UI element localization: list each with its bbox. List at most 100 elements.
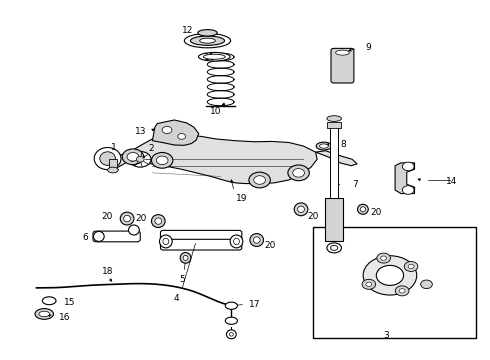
Ellipse shape bbox=[316, 142, 332, 150]
Circle shape bbox=[293, 168, 304, 177]
Ellipse shape bbox=[155, 218, 162, 224]
Text: 9: 9 bbox=[366, 43, 371, 52]
FancyBboxPatch shape bbox=[331, 48, 354, 83]
Ellipse shape bbox=[120, 212, 134, 225]
Circle shape bbox=[136, 157, 144, 162]
Ellipse shape bbox=[294, 203, 308, 216]
Text: 4: 4 bbox=[174, 294, 180, 303]
Circle shape bbox=[162, 126, 172, 134]
Text: 13: 13 bbox=[135, 127, 147, 136]
Circle shape bbox=[377, 253, 391, 263]
Polygon shape bbox=[108, 152, 130, 170]
Ellipse shape bbox=[159, 235, 172, 248]
Bar bbox=[325, 198, 343, 241]
Ellipse shape bbox=[39, 311, 49, 317]
Text: 19: 19 bbox=[236, 194, 248, 203]
Ellipse shape bbox=[360, 207, 366, 212]
Text: 6: 6 bbox=[82, 233, 88, 242]
Ellipse shape bbox=[203, 54, 225, 59]
Circle shape bbox=[399, 289, 405, 293]
Ellipse shape bbox=[331, 246, 338, 250]
Ellipse shape bbox=[100, 152, 116, 165]
Ellipse shape bbox=[319, 144, 328, 148]
Ellipse shape bbox=[200, 38, 215, 43]
Text: 7: 7 bbox=[352, 180, 358, 189]
Circle shape bbox=[249, 172, 270, 188]
Circle shape bbox=[178, 134, 186, 139]
Circle shape bbox=[151, 153, 173, 168]
Circle shape bbox=[395, 286, 409, 296]
Text: 20: 20 bbox=[101, 212, 113, 221]
Circle shape bbox=[362, 279, 376, 289]
Circle shape bbox=[408, 264, 414, 269]
Polygon shape bbox=[395, 163, 415, 194]
Circle shape bbox=[404, 261, 418, 271]
Text: 20: 20 bbox=[135, 214, 147, 223]
Circle shape bbox=[156, 156, 168, 165]
Circle shape bbox=[376, 265, 404, 285]
Text: 2: 2 bbox=[148, 144, 154, 153]
Ellipse shape bbox=[250, 234, 264, 247]
Ellipse shape bbox=[94, 148, 121, 170]
Ellipse shape bbox=[327, 116, 342, 121]
Bar bbox=[109, 159, 117, 170]
Bar bbox=[313, 227, 476, 338]
Text: 10: 10 bbox=[210, 107, 221, 116]
Ellipse shape bbox=[234, 238, 240, 245]
Text: 1: 1 bbox=[111, 143, 116, 152]
Ellipse shape bbox=[180, 252, 191, 263]
Bar bbox=[43, 298, 55, 303]
Circle shape bbox=[402, 162, 414, 171]
Circle shape bbox=[420, 280, 432, 289]
Ellipse shape bbox=[297, 206, 304, 212]
Ellipse shape bbox=[198, 30, 217, 36]
Text: 8: 8 bbox=[340, 140, 346, 149]
Text: 5: 5 bbox=[180, 275, 186, 284]
Ellipse shape bbox=[151, 215, 165, 228]
Ellipse shape bbox=[108, 167, 118, 173]
Ellipse shape bbox=[229, 333, 233, 336]
Circle shape bbox=[254, 176, 266, 184]
Text: 20: 20 bbox=[265, 240, 276, 249]
Ellipse shape bbox=[184, 33, 231, 48]
Text: 20: 20 bbox=[371, 208, 382, 217]
Ellipse shape bbox=[226, 330, 236, 339]
Ellipse shape bbox=[191, 36, 224, 45]
Text: 15: 15 bbox=[64, 298, 75, 307]
Text: 17: 17 bbox=[249, 300, 260, 309]
Ellipse shape bbox=[128, 225, 139, 235]
Bar bbox=[330, 126, 338, 198]
Bar bbox=[327, 122, 342, 128]
Circle shape bbox=[366, 282, 372, 287]
Ellipse shape bbox=[183, 255, 188, 260]
Text: 3: 3 bbox=[383, 331, 389, 340]
Ellipse shape bbox=[42, 297, 56, 305]
Ellipse shape bbox=[336, 50, 349, 55]
FancyBboxPatch shape bbox=[160, 230, 242, 241]
Circle shape bbox=[129, 152, 151, 167]
Text: 11: 11 bbox=[204, 53, 216, 62]
Circle shape bbox=[363, 256, 417, 295]
Text: 12: 12 bbox=[181, 26, 193, 35]
Ellipse shape bbox=[163, 238, 169, 245]
Ellipse shape bbox=[253, 237, 260, 243]
FancyBboxPatch shape bbox=[160, 239, 242, 250]
Ellipse shape bbox=[198, 53, 230, 61]
Circle shape bbox=[402, 186, 414, 194]
Ellipse shape bbox=[358, 204, 368, 214]
Circle shape bbox=[288, 165, 309, 181]
Polygon shape bbox=[316, 151, 357, 166]
FancyBboxPatch shape bbox=[93, 231, 140, 242]
Text: 18: 18 bbox=[102, 267, 113, 276]
Circle shape bbox=[127, 153, 139, 161]
Text: 14: 14 bbox=[445, 177, 457, 186]
Ellipse shape bbox=[327, 243, 342, 253]
Ellipse shape bbox=[225, 317, 238, 324]
Ellipse shape bbox=[35, 309, 53, 319]
Ellipse shape bbox=[123, 215, 130, 222]
Ellipse shape bbox=[230, 235, 243, 248]
Ellipse shape bbox=[94, 231, 104, 242]
Polygon shape bbox=[125, 134, 317, 184]
Text: 16: 16 bbox=[59, 313, 71, 322]
Circle shape bbox=[122, 149, 144, 165]
